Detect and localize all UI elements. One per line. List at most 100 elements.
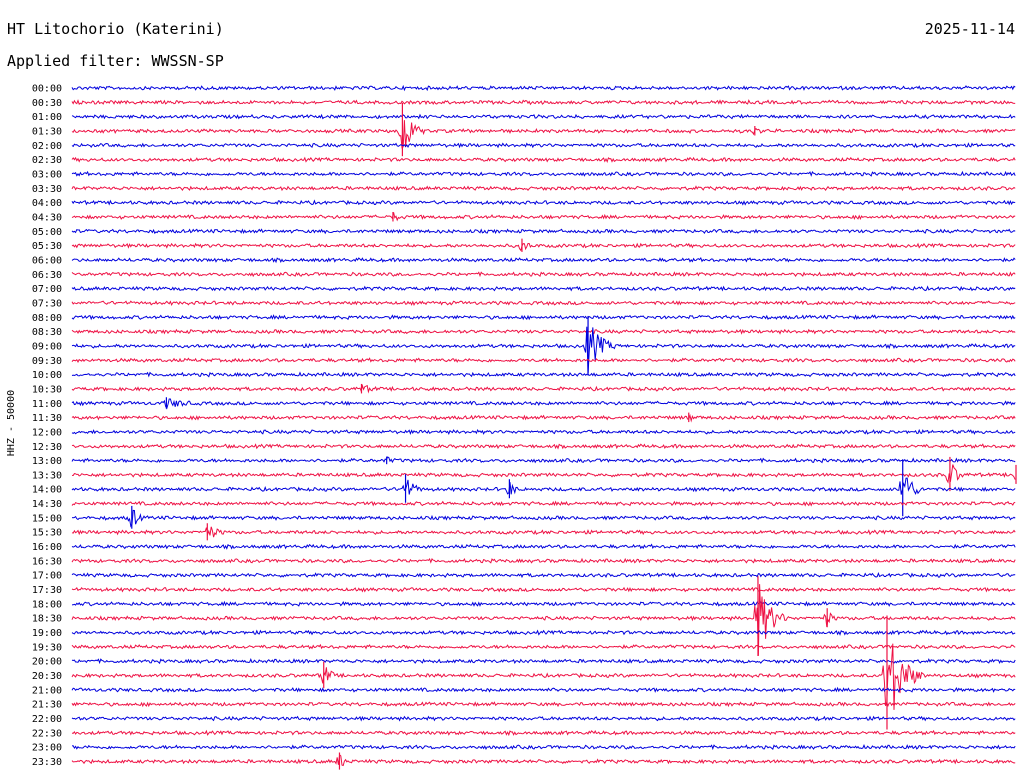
trace-line [71,686,1016,693]
trace-line [71,256,1016,264]
row-time-label: 13:30 [32,470,62,481]
row-time-label: 15:00 [32,513,62,524]
row-time-label: 18:30 [32,614,62,625]
row-time-label: 08:30 [32,327,62,338]
row-time-label: 14:30 [32,499,62,510]
row-time-label: 23:00 [32,743,62,754]
row-time-label: 11:30 [32,413,62,424]
trace-line [71,428,1016,436]
row-time-label: 16:30 [32,556,62,567]
trace-line [71,477,1016,495]
trace-line [71,643,1016,710]
row-time-label: 22:30 [32,728,62,739]
trace-line [71,701,1016,708]
trace-line [71,314,1016,321]
trace-line [71,357,1016,364]
row-time-label: 05:30 [32,241,62,252]
station-title: HT Litochorio (Katerini) [7,20,224,38]
trace-line [71,113,1016,120]
trace-line [71,228,1016,235]
row-time-label: 04:00 [32,198,62,209]
row-time-label: 06:30 [32,270,62,281]
trace-line [71,586,1016,593]
row-time-label: 13:00 [32,456,62,467]
trace-line [71,142,1016,149]
trace-line [71,271,1016,278]
trace-line [71,328,1016,335]
row-time-label: 09:00 [32,341,62,352]
row-time-label: 07:00 [32,284,62,295]
trace-line [71,464,1016,484]
row-time-label: 12:30 [32,442,62,453]
row-time-label: 10:00 [32,370,62,381]
row-time-label: 19:30 [32,642,62,653]
trace-line [71,543,1016,550]
trace-line [71,285,1016,292]
trace-line [71,398,1016,410]
row-time-label: 20:00 [32,657,62,668]
row-time-label: 01:30 [32,126,62,137]
row-time-label: 20:30 [32,671,62,682]
trace-line [71,120,1016,149]
trace-line [71,643,1016,650]
row-time-label: 15:30 [32,528,62,539]
tick-label-group: 00:00 00:30 01:00 01:30 02:00 02:30 03:00 03:30… [32,84,62,769]
row-time-label: 05:00 [32,227,62,238]
row-time-label: 23:30 [32,757,62,768]
y-axis-label: HHZ - 50000 [6,390,17,456]
trace-line [71,185,1016,192]
filter-label: Applied filter: WWSSN-SP [7,52,224,70]
row-time-label: 03:00 [32,169,62,180]
trace-line [71,84,1016,92]
trace-line [71,199,1016,206]
trace-line [71,509,1016,528]
row-time-label: 07:30 [32,298,62,309]
row-time-label: 04:30 [32,212,62,223]
trace-line [71,557,1016,564]
trace-line [71,572,1016,579]
trace-line [71,413,1016,423]
date-label: 2025-11-14 [924,20,1015,38]
trace-line [71,500,1016,507]
trace-line [71,715,1016,722]
row-time-label: 19:00 [32,628,62,639]
trace-line [71,729,1016,737]
row-time-label: 17:30 [32,585,62,596]
trace-line [71,657,1016,665]
row-time-label: 00:30 [32,98,62,109]
row-time-label: 17:00 [32,571,62,582]
trace-line [71,383,1016,394]
trace-line [71,170,1016,177]
row-time-label: 00:00 [32,84,62,95]
trace-line [71,743,1016,751]
trace-line [71,584,1016,656]
trace-line [71,156,1016,163]
trace-line [71,212,1016,222]
row-time-label: 21:30 [32,700,62,711]
row-time-label: 06:00 [32,255,62,266]
row-time-label: 09:30 [32,356,62,367]
row-time-label: 08:00 [32,313,62,324]
trace-line [71,300,1016,306]
row-time-label: 21:00 [32,685,62,696]
row-time-label: 02:30 [32,155,62,166]
row-time-label: 11:00 [32,399,62,410]
row-time-label: 01:00 [32,112,62,123]
row-time-label: 02:00 [32,141,62,152]
trace-line [71,443,1016,450]
trace-line [71,456,1016,464]
row-time-label: 18:00 [32,599,62,610]
row-time-label: 22:00 [32,714,62,725]
trace-line [71,600,1016,607]
row-time-label: 03:30 [32,184,62,195]
trace-line [71,99,1016,106]
row-time-label: 16:00 [32,542,62,553]
trace-line [71,629,1016,636]
row-time-label: 14:00 [32,485,62,496]
trace-line [71,371,1016,378]
trace-line [71,753,1016,767]
row-time-label: 10:30 [32,384,62,395]
trace-line [71,526,1016,538]
row-time-label: 12:00 [32,427,62,438]
